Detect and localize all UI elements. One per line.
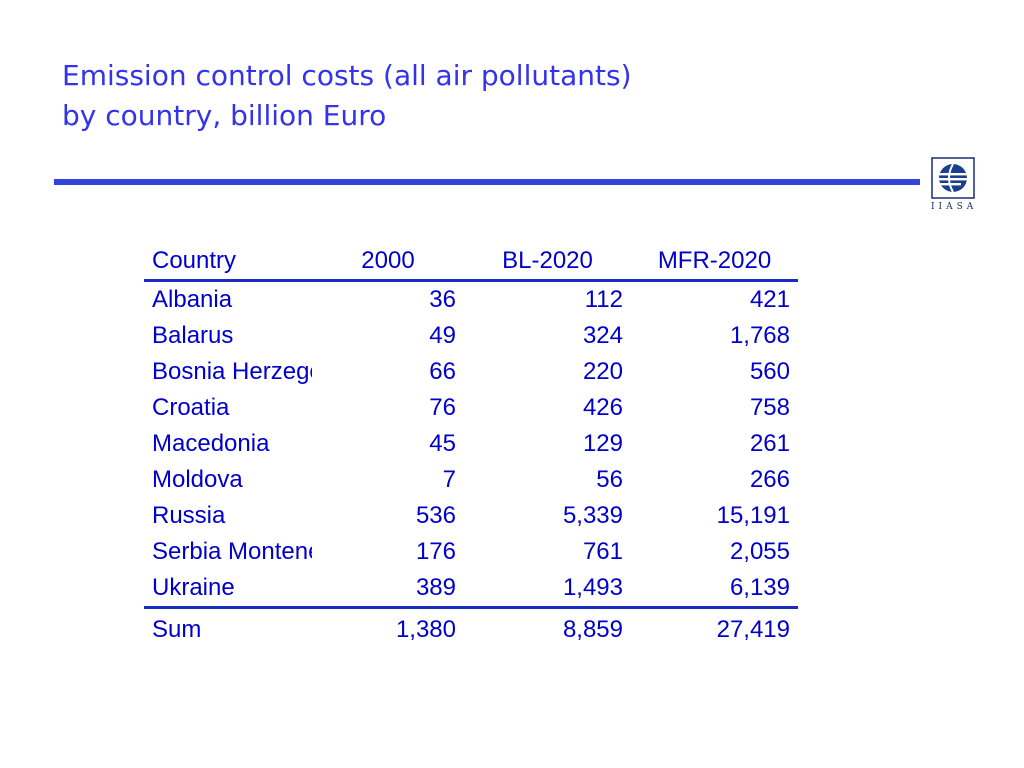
cell-mfr-2020: 560 bbox=[749, 358, 790, 385]
iiasa-globe-icon bbox=[931, 157, 975, 199]
table-sum-row: Sum 1,380 8,859 27,419 bbox=[144, 608, 798, 652]
table-row: Serbia Montenegro 176 761 2,055 bbox=[144, 534, 798, 570]
header-2000: 2000 bbox=[312, 243, 464, 282]
sum-2000: 1,380 bbox=[395, 616, 456, 643]
header-country: Country bbox=[144, 243, 312, 282]
cell-bl-2020: 112 bbox=[584, 286, 623, 313]
table-row: Ukraine 389 1,493 6,139 bbox=[144, 570, 798, 609]
header-mfr-2020: MFR-2020 bbox=[631, 243, 798, 282]
emission-costs-table: Country 2000 BL-2020 MFR-2020 Albania 36… bbox=[144, 243, 798, 651]
cell-country: Moldova bbox=[152, 466, 243, 493]
cell-bl-2020: 129 bbox=[582, 430, 623, 457]
table-row: Moldova 7 56 266 bbox=[144, 462, 798, 498]
header-bl-2020: BL-2020 bbox=[464, 243, 631, 282]
slide-title: Emission control costs (all air pollutan… bbox=[62, 56, 632, 136]
cell-bl-2020: 5,339 bbox=[562, 502, 623, 529]
table-row: Macedonia 45 129 261 bbox=[144, 426, 798, 462]
table-row: Croatia 76 426 758 bbox=[144, 390, 798, 426]
cell-mfr-2020: 266 bbox=[749, 466, 790, 493]
cell-2000: 536 bbox=[415, 502, 456, 529]
sum-bl-2020: 8,859 bbox=[562, 616, 623, 643]
cell-2000: 389 bbox=[312, 570, 464, 609]
cell-country: Serbia Montenegro bbox=[152, 538, 312, 565]
cell-bl-2020: 220 bbox=[582, 358, 623, 385]
cell-mfr-2020: 758 bbox=[749, 394, 790, 421]
cell-2000: 36 bbox=[429, 286, 456, 313]
cell-country: Balarus bbox=[152, 322, 234, 349]
cell-bl-2020: 426 bbox=[582, 394, 623, 421]
slide-title-line-2: by country, billion Euro bbox=[62, 99, 387, 132]
table-row: Bosnia Herzegovina 66 220 560 bbox=[144, 354, 798, 390]
slide-title-line-1: Emission control costs (all air pollutan… bbox=[62, 59, 632, 92]
cell-country: Bosnia Herzegovina bbox=[152, 358, 312, 385]
cell-2000: 176 bbox=[415, 538, 456, 565]
sum-mfr-2020: 27,419 bbox=[716, 616, 790, 643]
cell-mfr-2020: 15,191 bbox=[716, 502, 790, 529]
cell-country: Albania bbox=[152, 286, 233, 313]
cell-mfr-2020: 1,768 bbox=[729, 322, 790, 349]
sum-label: Sum bbox=[152, 616, 202, 643]
iiasa-logo: IIASA bbox=[931, 157, 975, 213]
cell-country: Ukraine bbox=[144, 570, 312, 609]
table-header-row: Country 2000 BL-2020 MFR-2020 bbox=[144, 243, 798, 282]
cell-bl-2020: 761 bbox=[582, 538, 623, 565]
cell-2000: 66 bbox=[429, 358, 456, 385]
cell-mfr-2020: 261 bbox=[749, 430, 790, 457]
cell-country: Russia bbox=[152, 502, 226, 529]
cell-2000: 76 bbox=[429, 394, 456, 421]
cell-mfr-2020: 2,055 bbox=[729, 538, 790, 565]
table-row: Russia 536 5,339 15,191 bbox=[144, 498, 798, 534]
cell-2000: 7 bbox=[442, 466, 456, 493]
cell-bl-2020: 1,493 bbox=[464, 570, 631, 609]
table-row: Albania 36 112 421 bbox=[144, 281, 798, 319]
cell-country: Macedonia bbox=[152, 430, 270, 457]
iiasa-logo-text: IIASA bbox=[931, 202, 978, 212]
cell-country: Croatia bbox=[152, 394, 230, 421]
title-divider bbox=[54, 179, 920, 185]
cell-mfr-2020: 6,139 bbox=[631, 570, 798, 609]
cell-2000: 49 bbox=[429, 322, 456, 349]
cell-bl-2020: 56 bbox=[596, 466, 623, 493]
cell-2000: 45 bbox=[429, 430, 456, 457]
cell-bl-2020: 324 bbox=[582, 322, 623, 349]
cell-mfr-2020: 421 bbox=[749, 286, 790, 313]
table-row: Balarus 49 324 1,768 bbox=[144, 318, 798, 354]
